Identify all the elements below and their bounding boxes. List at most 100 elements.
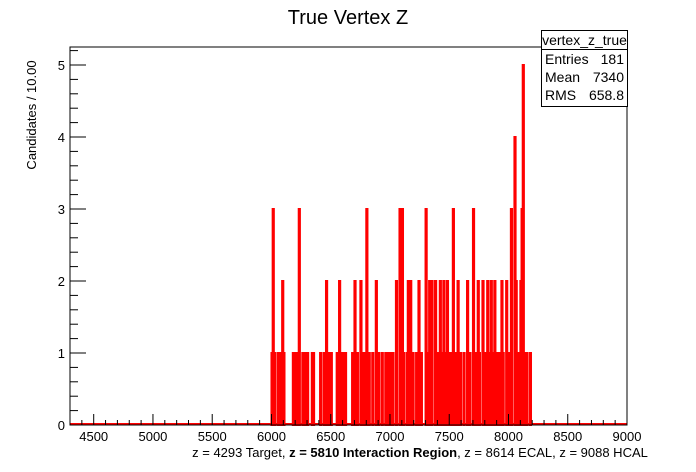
histogram-bar xyxy=(468,352,472,426)
stats-rms-row: RMS 658.8 xyxy=(542,86,627,104)
histogram-bar xyxy=(291,352,295,426)
histogram-bar xyxy=(343,352,348,426)
histogram-bar xyxy=(514,280,518,426)
histogram-bar xyxy=(501,352,505,426)
histogram-bar xyxy=(424,208,428,426)
histogram-bar xyxy=(442,280,446,426)
histogram-bar xyxy=(351,352,355,426)
histogram-bar xyxy=(456,280,460,426)
histogram-bar xyxy=(311,352,316,426)
histogram-bar xyxy=(355,352,359,426)
histogram-bar xyxy=(341,352,345,426)
y-axis-label: Candidates / 10.00 xyxy=(24,60,39,169)
stats-title: vertex_z_true xyxy=(542,32,627,50)
histogram-bar xyxy=(411,352,415,426)
histogram-bar xyxy=(278,352,282,426)
stats-entries-value: 181 xyxy=(600,51,624,67)
histogram-bar xyxy=(295,352,299,426)
histogram-bar xyxy=(362,352,367,426)
histogram-bar xyxy=(282,352,286,426)
plot-frame xyxy=(69,46,628,426)
histogram-bar xyxy=(434,280,438,426)
histogram-bar xyxy=(505,280,509,426)
histogram-bar xyxy=(371,352,375,426)
histogram-bar xyxy=(493,280,497,426)
histogram-bar xyxy=(306,352,310,426)
histogram-bar xyxy=(528,352,533,426)
histogram-bar xyxy=(324,280,329,426)
x-axis-label-part: , z = 8614 ECAL, z = 9088 HCAL xyxy=(457,445,648,460)
histogram-bar xyxy=(525,352,529,426)
histogram-bar xyxy=(367,352,371,426)
histogram-bar xyxy=(335,352,339,426)
histogram-bar xyxy=(498,352,502,426)
histogram-bar xyxy=(436,352,440,426)
histogram-bar xyxy=(495,352,499,426)
stats-box: vertex_z_true Entries 181 Mean 7340 RMS … xyxy=(541,30,628,107)
histogram-bar xyxy=(483,352,487,426)
stats-mean-value: 7340 xyxy=(592,69,624,85)
y-tick-label: 5 xyxy=(58,58,65,73)
chart-title: True Vertex Z xyxy=(288,7,408,29)
histogram-bar xyxy=(303,352,307,426)
x-tick-label: 5500 xyxy=(198,429,227,444)
histogram-bar xyxy=(439,352,444,426)
x-tick-label: 8500 xyxy=(553,429,582,444)
x-axis: 4500 5000 5500 6000 6500 7000 7500 8000 8500 9000 xyxy=(69,414,642,444)
histogram-bar xyxy=(338,280,342,426)
x-tick-label: 6000 xyxy=(257,429,286,444)
y-tick-label: 4 xyxy=(58,130,65,145)
histogram-bar xyxy=(322,352,326,426)
histogram-bar xyxy=(516,352,521,426)
x-tick-label: 4500 xyxy=(79,429,108,444)
histogram-bar xyxy=(406,280,410,426)
histogram-bar xyxy=(301,352,305,426)
stats-entries-row: Entries 181 xyxy=(542,50,627,68)
histogram-bar xyxy=(481,280,485,426)
x-tick-label: 9000 xyxy=(613,429,642,444)
x-tick-label: 7500 xyxy=(435,429,464,444)
x-tick-label: 8000 xyxy=(494,429,523,444)
histogram-bar xyxy=(386,352,390,426)
y-tick-label: 2 xyxy=(58,274,65,289)
y-tick-label: 3 xyxy=(58,202,65,217)
histogram-bar xyxy=(428,280,432,426)
histogram-bar xyxy=(430,280,434,426)
histogram-bar xyxy=(394,280,399,426)
histogram-bar xyxy=(466,280,470,426)
histogram-bars xyxy=(70,64,627,426)
x-tick-label: 7000 xyxy=(376,429,405,444)
histogram-bar xyxy=(489,280,493,426)
histogram-bar xyxy=(319,352,323,426)
histogram-bar xyxy=(419,352,423,426)
histogram-bar xyxy=(360,352,364,426)
histogram-bar xyxy=(462,352,466,426)
histogram-bar xyxy=(522,352,527,426)
stats-rms-value: 658.8 xyxy=(588,87,624,103)
histogram-bar xyxy=(477,352,482,426)
histogram-bar xyxy=(487,352,491,426)
histogram-bar xyxy=(297,208,301,426)
histogram-bar xyxy=(365,208,369,426)
y-tick-label: 0 xyxy=(58,418,65,433)
x-axis-label-part: z = 5810 Interaction Region xyxy=(289,445,457,460)
x-axis-label-part: z = 4293 Target, xyxy=(192,445,289,460)
stats-rms-label: RMS xyxy=(545,87,577,103)
histogram-bar xyxy=(417,280,421,426)
histogram-bar xyxy=(445,280,450,426)
histogram-bar xyxy=(451,208,455,426)
x-tick-label: 6500 xyxy=(316,429,345,444)
histogram-bar xyxy=(471,208,476,426)
stats-entries-label: Entries xyxy=(545,51,589,67)
histogram-bar xyxy=(415,352,419,426)
histogram-bar xyxy=(374,280,378,426)
histogram-bar xyxy=(458,352,463,426)
stats-mean-label: Mean xyxy=(545,69,581,85)
histogram-bar xyxy=(409,280,413,426)
y-tick-label: 1 xyxy=(58,346,65,361)
histogram-bar xyxy=(377,352,381,426)
y-axis: 0 1 2 3 4 5 xyxy=(58,50,86,433)
x-axis-label: z = 4293 Target, z = 5810 Interaction Re… xyxy=(192,445,648,460)
x-tick-label: 5000 xyxy=(138,429,167,444)
histogram-bar xyxy=(272,352,277,426)
